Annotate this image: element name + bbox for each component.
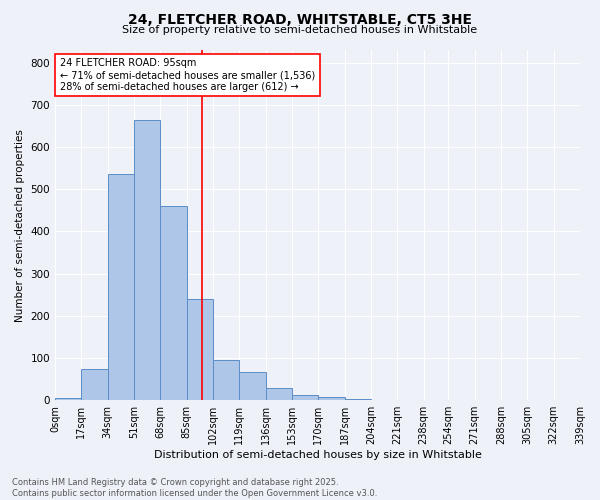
Text: 24, FLETCHER ROAD, WHITSTABLE, CT5 3HE: 24, FLETCHER ROAD, WHITSTABLE, CT5 3HE xyxy=(128,12,472,26)
Text: Size of property relative to semi-detached houses in Whitstable: Size of property relative to semi-detach… xyxy=(122,25,478,35)
Bar xyxy=(239,372,266,400)
Bar xyxy=(213,360,239,400)
Bar xyxy=(107,174,134,400)
X-axis label: Distribution of semi-detached houses by size in Whitstable: Distribution of semi-detached houses by … xyxy=(154,450,481,460)
Bar xyxy=(187,299,213,400)
Bar xyxy=(55,398,82,400)
Bar xyxy=(82,368,107,400)
Bar xyxy=(134,120,160,400)
Bar xyxy=(266,388,292,400)
Text: 24 FLETCHER ROAD: 95sqm
← 71% of semi-detached houses are smaller (1,536)
28% of: 24 FLETCHER ROAD: 95sqm ← 71% of semi-de… xyxy=(59,58,315,92)
Text: Contains HM Land Registry data © Crown copyright and database right 2025.
Contai: Contains HM Land Registry data © Crown c… xyxy=(12,478,377,498)
Bar xyxy=(160,206,187,400)
Y-axis label: Number of semi-detached properties: Number of semi-detached properties xyxy=(15,128,25,322)
Bar xyxy=(292,395,318,400)
Bar xyxy=(318,398,344,400)
